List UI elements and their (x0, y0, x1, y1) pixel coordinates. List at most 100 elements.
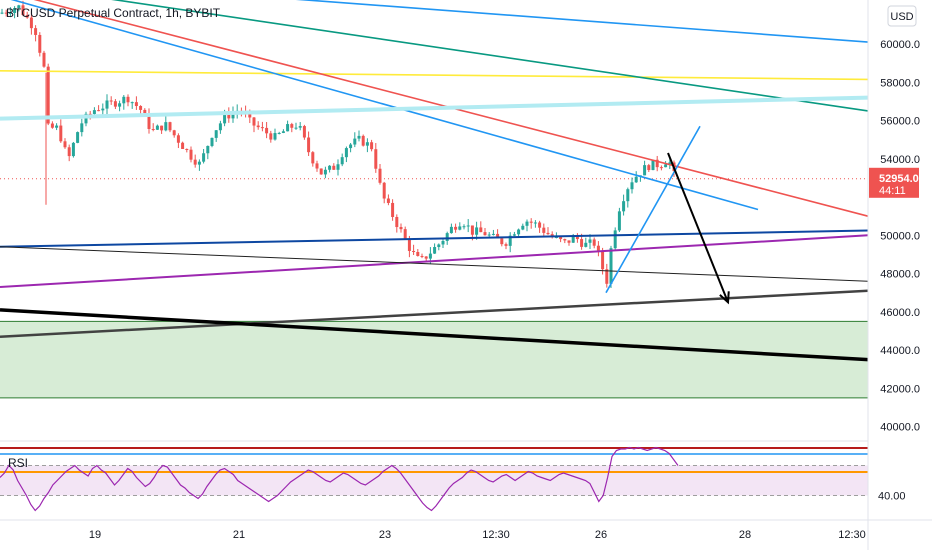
candle-43[interactable] (181, 142, 185, 149)
candle-158[interactable] (664, 164, 668, 168)
trendline-7[interactable] (0, 234, 869, 288)
candle-41[interactable] (172, 130, 176, 136)
trendline-4[interactable] (0, 0, 759, 211)
candle-104[interactable] (437, 244, 441, 248)
support-zone[interactable] (0, 321, 868, 398)
candle-29[interactable] (122, 96, 126, 104)
candle-80[interactable] (336, 164, 340, 170)
candle-34[interactable] (143, 109, 147, 114)
candle-15[interactable] (63, 141, 67, 148)
candle-106[interactable] (445, 233, 449, 241)
candle-150[interactable] (630, 182, 634, 190)
candle-95[interactable] (399, 227, 403, 230)
candle-2[interactable] (8, 13, 12, 15)
candle-38[interactable] (160, 125, 164, 131)
candle-1[interactable] (4, 12, 8, 14)
candle-68[interactable] (286, 124, 290, 132)
candle-54[interactable] (227, 113, 231, 119)
candle-20[interactable] (84, 113, 88, 124)
candle-31[interactable] (130, 102, 134, 104)
candle-110[interactable] (462, 226, 466, 228)
rsi-pane[interactable] (0, 446, 868, 512)
candle-149[interactable] (626, 189, 630, 202)
candle-142[interactable] (596, 245, 600, 251)
candle-111[interactable] (466, 225, 470, 227)
trendline-3[interactable] (0, 0, 869, 217)
candle-19[interactable] (80, 123, 84, 133)
candle-94[interactable] (395, 216, 399, 228)
candle-36[interactable] (151, 128, 155, 130)
candle-60[interactable] (252, 117, 256, 126)
candle-155[interactable] (651, 159, 655, 171)
candle-87[interactable] (365, 142, 369, 146)
candle-146[interactable] (613, 230, 617, 249)
candle-9[interactable] (38, 34, 42, 53)
currency-button[interactable]: USD (887, 5, 917, 27)
candle-128[interactable] (538, 222, 542, 228)
candle-44[interactable] (185, 148, 189, 150)
candle-147[interactable] (617, 211, 621, 231)
arrow-shaft[interactable] (667, 152, 729, 303)
candle-88[interactable] (370, 142, 374, 150)
candle-0[interactable] (0, 12, 4, 14)
trendline-10[interactable] (0, 308, 869, 362)
candle-159[interactable] (668, 162, 672, 165)
candle-124[interactable] (521, 225, 525, 230)
candle-65[interactable] (273, 133, 277, 140)
candle-25[interactable] (105, 100, 109, 109)
candle-136[interactable] (571, 236, 575, 243)
candle-82[interactable] (344, 148, 348, 158)
candle-76[interactable] (319, 168, 323, 175)
candle-13[interactable] (55, 125, 59, 128)
trendline-8[interactable] (0, 246, 869, 282)
candle-83[interactable] (349, 144, 353, 149)
candle-92[interactable] (386, 198, 390, 203)
candle-32[interactable] (134, 102, 138, 107)
candle-63[interactable] (265, 127, 269, 134)
candle-16[interactable] (67, 147, 71, 157)
candle-23[interactable] (97, 110, 101, 112)
candle-153[interactable] (643, 165, 647, 176)
candle-113[interactable] (475, 227, 479, 235)
candle-40[interactable] (168, 122, 172, 131)
candle-141[interactable] (592, 239, 596, 246)
candle-42[interactable] (176, 135, 180, 143)
candle-27[interactable] (113, 101, 117, 107)
candle-123[interactable] (517, 229, 521, 235)
candle-115[interactable] (483, 232, 487, 236)
candle-138[interactable] (580, 239, 584, 247)
candle-118[interactable] (496, 233, 500, 239)
candle-121[interactable] (508, 235, 512, 246)
candle-157[interactable] (659, 167, 663, 169)
candle-100[interactable] (420, 255, 424, 257)
candle-151[interactable] (634, 176, 638, 183)
candle-28[interactable] (118, 103, 122, 107)
candle-12[interactable] (50, 123, 54, 128)
candle-73[interactable] (307, 137, 311, 153)
candle-26[interactable] (109, 100, 113, 102)
candle-47[interactable] (197, 161, 201, 165)
candle-130[interactable] (546, 232, 550, 235)
candle-125[interactable] (525, 221, 529, 226)
candle-129[interactable] (542, 227, 546, 233)
candle-66[interactable] (277, 132, 281, 134)
candle-119[interactable] (500, 238, 504, 245)
candle-8[interactable] (34, 28, 38, 35)
candle-79[interactable] (332, 165, 336, 170)
candle-98[interactable] (412, 250, 416, 253)
candle-74[interactable] (311, 152, 315, 164)
trendline-2[interactable] (0, 0, 869, 112)
candle-154[interactable] (647, 165, 651, 171)
candle-11[interactable] (46, 66, 50, 124)
candle-127[interactable] (533, 222, 537, 224)
candle-21[interactable] (88, 113, 92, 115)
candle-67[interactable] (281, 131, 285, 133)
candle-55[interactable] (231, 112, 235, 119)
candle-114[interactable] (479, 227, 483, 233)
trendline-1[interactable] (0, 69, 869, 81)
candle-107[interactable] (449, 226, 453, 234)
candle-51[interactable] (214, 130, 218, 138)
candle-112[interactable] (470, 225, 474, 235)
candle-81[interactable] (340, 157, 344, 165)
